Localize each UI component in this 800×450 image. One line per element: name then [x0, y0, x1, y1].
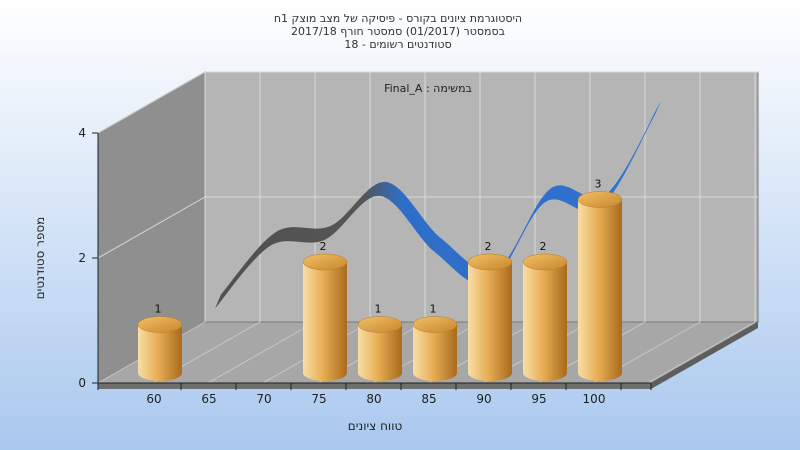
- bar-top-90: [467, 253, 513, 271]
- x-ticks: 60 65 70 75 80 85 90 95 100: [97, 383, 652, 406]
- bar-body-60: [138, 324, 182, 381]
- bar-body-85: [413, 324, 457, 381]
- x-tick-label-3: 75: [311, 392, 326, 406]
- bar-top-85: [412, 316, 458, 333]
- bars: 1 2 1 1 2 2 3: [137, 178, 623, 381]
- bar-60: 1: [137, 303, 183, 381]
- bar-body-100: [578, 199, 622, 381]
- bar-top-95: [522, 253, 568, 271]
- x-tick-label-5: 85: [421, 392, 436, 406]
- chart-subtitle: Final_A : במשימה: [384, 82, 472, 95]
- bar-body-95: [523, 262, 567, 381]
- x-tick-label-8: 100: [583, 392, 606, 406]
- x-tick-label-6: 90: [476, 392, 491, 406]
- bar-label-60: 1: [155, 303, 162, 316]
- bar-body-90: [468, 262, 512, 381]
- x-tick-label-4: 80: [366, 392, 381, 406]
- bar-90: 2: [467, 240, 513, 381]
- x-axis-label: טווח ציונים: [348, 419, 403, 433]
- y-tick-label-1: 2: [78, 251, 86, 265]
- bar-label-100: 3: [595, 178, 602, 191]
- bar-top-100: [577, 191, 623, 208]
- y-ticks: 0 2 4: [78, 126, 98, 390]
- bar-80: 1: [357, 303, 403, 381]
- bar-95: 2: [522, 240, 568, 381]
- bar-top-60: [137, 316, 183, 333]
- bar-label-90: 2: [485, 240, 492, 253]
- grid-left-1: [97, 196, 206, 259]
- x-tick-label-7: 95: [531, 392, 546, 406]
- floor-right-edge: [651, 322, 758, 389]
- x-tick-label-2: 70: [256, 392, 271, 406]
- bar-85: 1: [412, 303, 458, 381]
- y-axis-label: מספר סטודנטים: [33, 217, 47, 300]
- grid-floor-10: [647, 321, 756, 384]
- bar-75: 2: [302, 240, 348, 381]
- x-tick-label-0: 60: [146, 392, 161, 406]
- chart-title-line-3: סטודנטים רשומים - 18: [344, 38, 451, 51]
- grid-left-2: [97, 71, 206, 134]
- bar-body-80: [358, 324, 402, 381]
- x-tick-label-1: 65: [201, 392, 216, 406]
- bar-top-80: [357, 316, 403, 333]
- bar-label-95: 2: [540, 240, 547, 253]
- bar-body-75: [303, 262, 347, 381]
- bar-100: 3: [577, 178, 623, 381]
- fit-curve: [215, 100, 661, 309]
- y-tick-label-2: 4: [78, 126, 86, 140]
- bar-label-85: 1: [430, 303, 437, 316]
- fit-curve-ribbon: [215, 100, 661, 309]
- chart-title-line-1: היסטוגרמת ציונים בקורס - פיסיקה של מצב מ…: [274, 12, 522, 25]
- bar-top-75: [302, 253, 348, 271]
- bar-label-75: 2: [320, 240, 327, 253]
- grid-floor-2: [207, 321, 316, 384]
- bar-label-80: 1: [375, 303, 382, 316]
- chart-title-line-2: בסמסטר (01/2017) סמסטר חורף 2017/18: [291, 25, 505, 38]
- y-tick-label-0: 0: [78, 376, 86, 390]
